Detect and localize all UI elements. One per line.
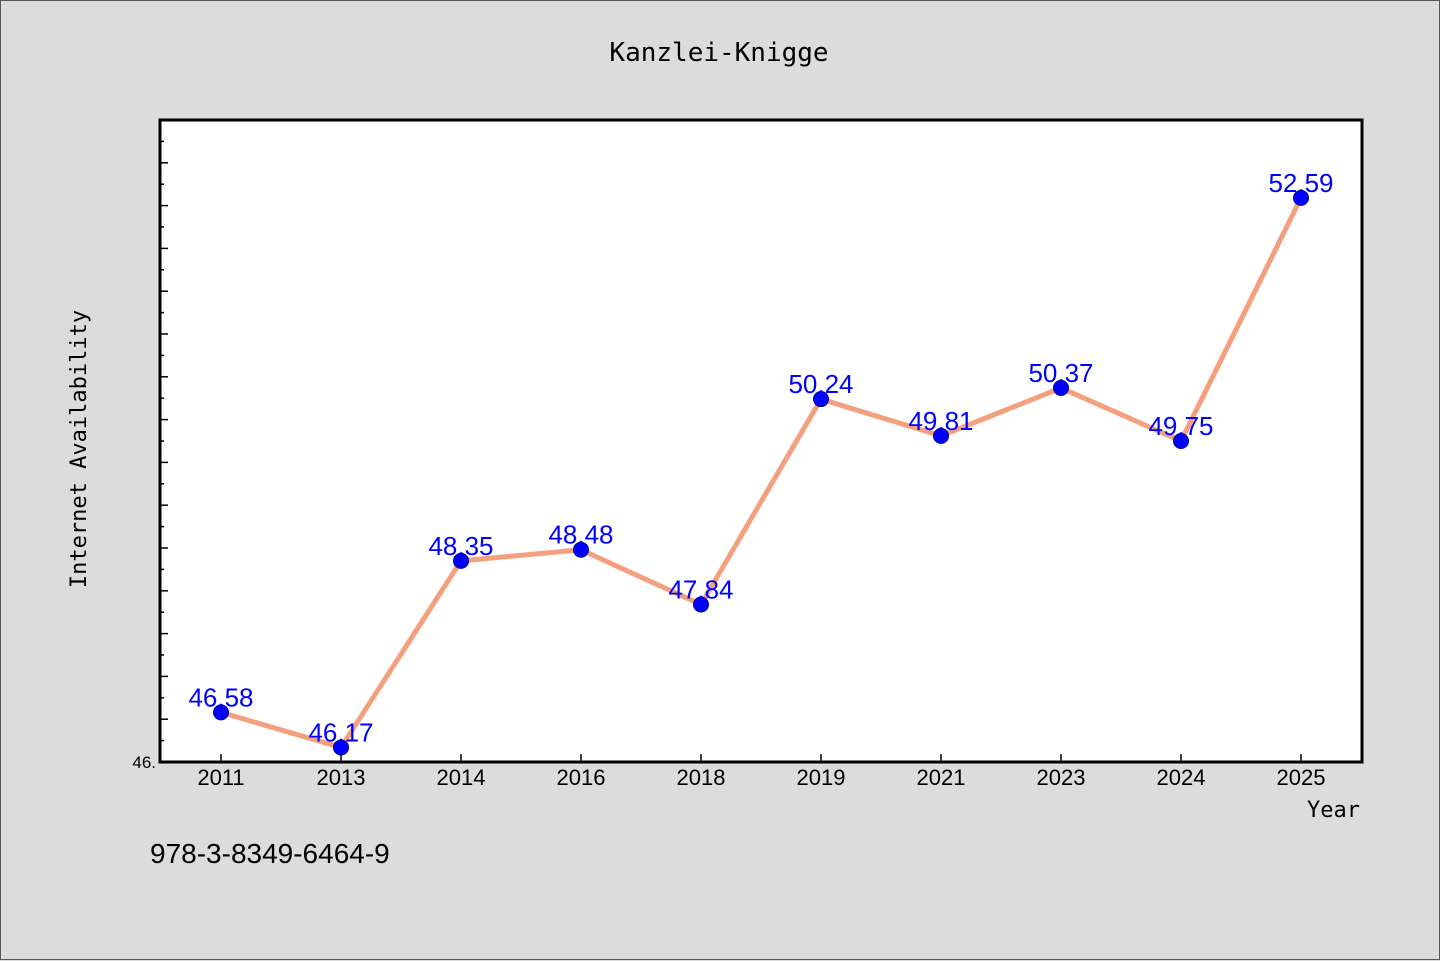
x-axis-label: Year [1307, 798, 1360, 823]
data-point [213, 704, 229, 721]
data-label: 49.75 [1148, 411, 1213, 441]
data-label: 47.84 [668, 574, 733, 604]
x-tick-label: 2014 [437, 765, 486, 790]
y-tick-label: 46. [132, 753, 156, 772]
data-point [693, 596, 709, 613]
x-tick-label: 2016 [557, 765, 606, 790]
footer-isbn: 978-3-8349-6464-9 [150, 838, 390, 869]
x-tick-label: 2011 [197, 765, 244, 790]
data-label: 48.48 [548, 520, 613, 550]
data-label: 48.35 [428, 531, 493, 561]
x-tick-label: 2021 [917, 765, 966, 790]
y-axis-ticks [160, 140, 168, 763]
x-tick-label: 2019 [797, 765, 846, 790]
x-tick-label: 2023 [1037, 765, 1086, 790]
data-label: 46.58 [188, 682, 253, 712]
data-point [813, 391, 829, 408]
data-point [453, 552, 469, 569]
x-axis-tick-labels: 2011 2013 2014 2016 2018 2019 2021 2023 2024 2025 [197, 765, 1325, 790]
x-axis-ticks [220, 754, 1302, 762]
x-tick-label: 2024 [1157, 765, 1206, 790]
data-point [1053, 379, 1069, 396]
data-label: 52.59 [1268, 168, 1333, 198]
data-point [333, 739, 349, 756]
y-axis-label: Internet Availability [67, 310, 92, 588]
x-tick-label: 2025 [1277, 765, 1326, 790]
data-label: 46.17 [308, 717, 373, 747]
series-group: 46.58 46.17 48.35 48.48 47.84 50.24 49.81 50.37… [188, 168, 1334, 756]
data-point [573, 541, 589, 558]
data-point [1173, 433, 1189, 449]
chart-title: Kanzlei-Knigge [609, 38, 828, 68]
x-tick-label: 2018 [677, 765, 726, 790]
data-point [1293, 189, 1309, 206]
x-tick-label: 2013 [317, 765, 366, 790]
data-label: 50.24 [788, 369, 853, 399]
data-label: 49.81 [908, 406, 973, 436]
data-label: 50.37 [1028, 358, 1093, 388]
data-point [933, 427, 949, 444]
plot-area [158, 118, 1364, 764]
series-line [220, 196, 1304, 750]
